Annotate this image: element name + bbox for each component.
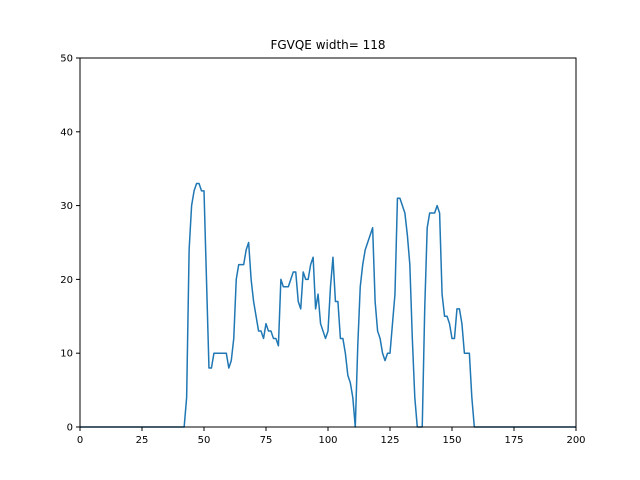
series-layer <box>80 182 576 428</box>
y-tick-label: 30 <box>60 201 73 212</box>
x-tick-label: 25 <box>136 435 149 446</box>
x-tick-label: 125 <box>380 435 399 446</box>
y-tick-label: 50 <box>60 54 73 65</box>
chart-title: FGVQE width= 118 <box>270 38 385 52</box>
x-tick-label: 100 <box>318 435 337 446</box>
y-axis: 0 10 20 30 40 50 <box>60 54 80 434</box>
y-tick-label: 20 <box>60 275 73 286</box>
x-tick-label: 75 <box>260 435 273 446</box>
x-tick-label: 175 <box>504 435 523 446</box>
x-tick-label: 150 <box>442 435 461 446</box>
x-axis: 0 25 50 75 100 125 150 175 200 <box>77 427 586 446</box>
x-tick-label: 50 <box>198 435 211 446</box>
x-tick-label: 200 <box>566 435 585 446</box>
y-tick-label: 10 <box>60 349 73 360</box>
y-tick-label: 0 <box>67 423 73 434</box>
plot-area <box>80 58 576 427</box>
y-tick-label: 40 <box>60 127 73 138</box>
x-tick-label: 0 <box>77 435 83 446</box>
series-line-0 <box>80 182 576 428</box>
